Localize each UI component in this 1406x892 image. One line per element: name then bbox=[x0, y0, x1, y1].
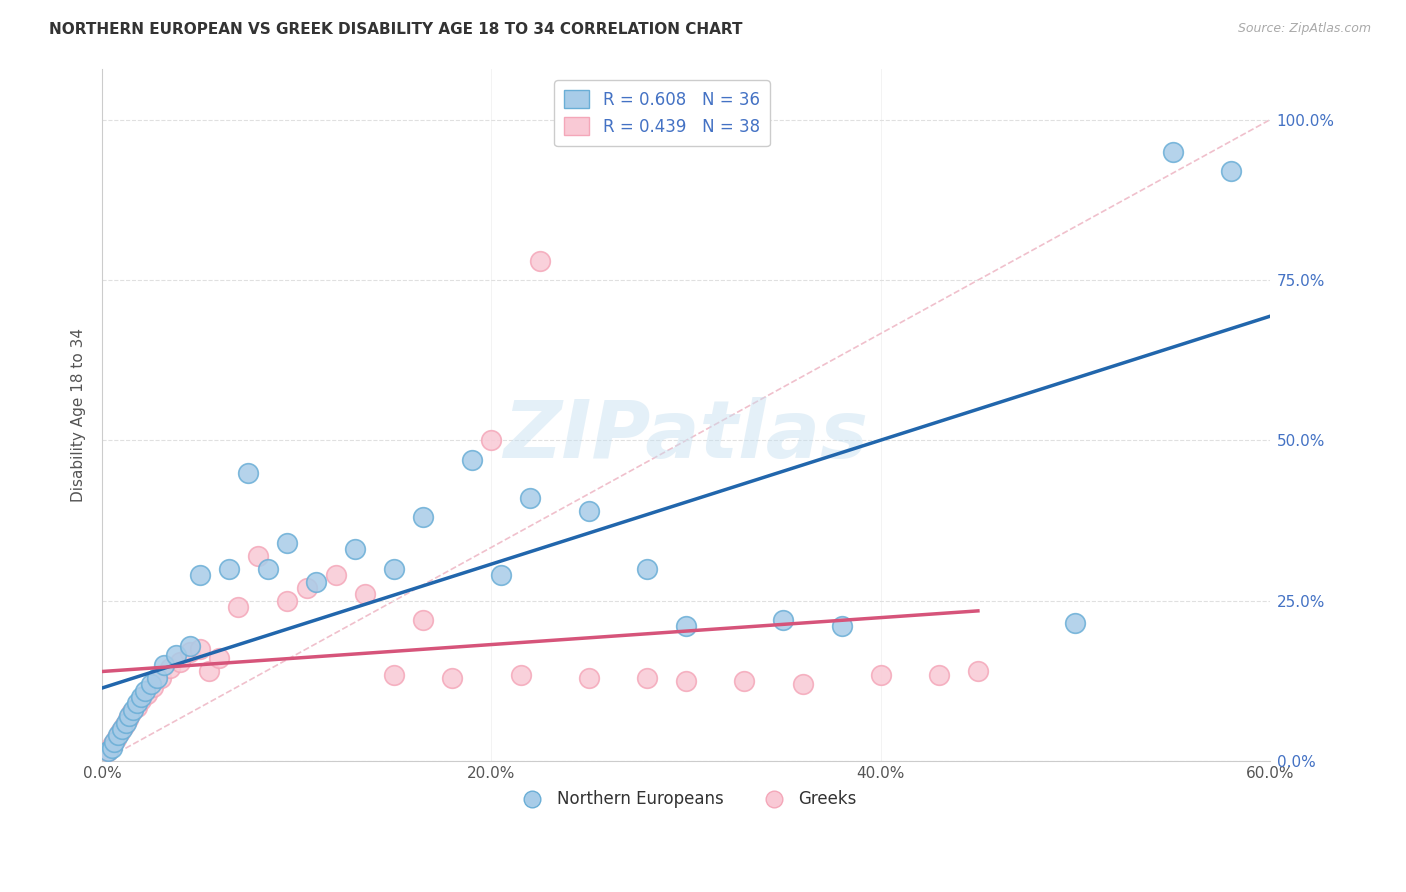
Point bbox=[97, 744, 120, 758]
Point bbox=[344, 542, 367, 557]
Point bbox=[529, 253, 551, 268]
Point bbox=[325, 568, 347, 582]
Point bbox=[129, 690, 152, 704]
Point bbox=[139, 677, 162, 691]
Y-axis label: Disability Age 18 to 34: Disability Age 18 to 34 bbox=[72, 327, 86, 502]
Point bbox=[481, 434, 503, 448]
Point bbox=[104, 731, 127, 746]
Point bbox=[142, 681, 165, 695]
Point bbox=[238, 466, 260, 480]
Point bbox=[1064, 616, 1087, 631]
Point bbox=[103, 735, 125, 749]
Point bbox=[188, 568, 211, 582]
Point bbox=[198, 665, 221, 679]
Point bbox=[276, 594, 298, 608]
Point bbox=[153, 657, 176, 672]
Point bbox=[441, 671, 464, 685]
Point bbox=[382, 667, 405, 681]
Point bbox=[305, 574, 328, 589]
Point bbox=[159, 661, 181, 675]
Point bbox=[382, 562, 405, 576]
Point bbox=[831, 619, 853, 633]
Point bbox=[1219, 164, 1241, 178]
Point bbox=[149, 671, 172, 685]
Point bbox=[120, 706, 142, 720]
Point bbox=[733, 673, 755, 688]
Point bbox=[112, 719, 135, 733]
Point bbox=[792, 677, 814, 691]
Point bbox=[636, 671, 658, 685]
Point bbox=[675, 619, 697, 633]
Point bbox=[578, 671, 600, 685]
Point bbox=[461, 452, 484, 467]
Point bbox=[101, 741, 124, 756]
Point bbox=[928, 667, 950, 681]
Point bbox=[129, 693, 152, 707]
Text: ZIPatlas: ZIPatlas bbox=[503, 397, 869, 475]
Point bbox=[228, 600, 250, 615]
Point bbox=[218, 562, 240, 576]
Point bbox=[108, 725, 131, 739]
Point bbox=[107, 728, 129, 742]
Point bbox=[412, 613, 434, 627]
Point bbox=[179, 645, 201, 659]
Point bbox=[114, 715, 136, 730]
Point bbox=[772, 613, 794, 627]
Point bbox=[412, 510, 434, 524]
Point bbox=[869, 667, 891, 681]
Point bbox=[489, 568, 512, 582]
Point bbox=[118, 709, 141, 723]
Point bbox=[354, 587, 377, 601]
Point bbox=[134, 683, 156, 698]
Point bbox=[246, 549, 269, 563]
Point bbox=[675, 673, 697, 688]
Point bbox=[276, 536, 298, 550]
Point bbox=[111, 722, 134, 736]
Legend: Northern Europeans, Greeks: Northern Europeans, Greeks bbox=[509, 784, 863, 815]
Point bbox=[967, 665, 990, 679]
Point bbox=[127, 697, 149, 711]
Point bbox=[136, 687, 159, 701]
Point bbox=[179, 639, 201, 653]
Text: NORTHERN EUROPEAN VS GREEK DISABILITY AGE 18 TO 34 CORRELATION CHART: NORTHERN EUROPEAN VS GREEK DISABILITY AG… bbox=[49, 22, 742, 37]
Point bbox=[101, 738, 124, 752]
Point bbox=[295, 581, 318, 595]
Text: Source: ZipAtlas.com: Source: ZipAtlas.com bbox=[1237, 22, 1371, 36]
Point bbox=[145, 671, 167, 685]
Point bbox=[509, 667, 531, 681]
Point bbox=[208, 651, 231, 665]
Point bbox=[127, 699, 149, 714]
Point bbox=[256, 562, 278, 576]
Point bbox=[188, 641, 211, 656]
Point bbox=[636, 562, 658, 576]
Point bbox=[519, 491, 541, 505]
Point bbox=[97, 744, 120, 758]
Point bbox=[1161, 145, 1184, 159]
Point bbox=[117, 712, 139, 726]
Point bbox=[169, 655, 191, 669]
Point bbox=[578, 504, 600, 518]
Point bbox=[122, 703, 145, 717]
Point bbox=[165, 648, 187, 663]
